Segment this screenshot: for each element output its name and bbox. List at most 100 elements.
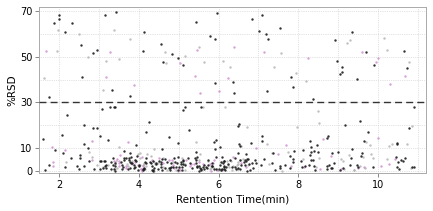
Point bbox=[143, 162, 150, 165]
Point bbox=[102, 164, 109, 168]
Point bbox=[410, 165, 417, 169]
Point bbox=[331, 38, 338, 42]
Point bbox=[212, 138, 219, 142]
Point bbox=[199, 165, 206, 168]
Point bbox=[121, 159, 128, 162]
Point bbox=[348, 156, 355, 160]
Point bbox=[137, 167, 144, 170]
Point bbox=[113, 160, 120, 163]
Point bbox=[315, 156, 322, 159]
Point bbox=[265, 37, 271, 41]
Point bbox=[329, 151, 336, 155]
Point bbox=[56, 13, 63, 16]
Point bbox=[215, 89, 222, 93]
Point bbox=[50, 22, 57, 25]
Point bbox=[282, 143, 289, 146]
Point bbox=[61, 165, 68, 168]
Point bbox=[408, 165, 415, 168]
Point bbox=[159, 157, 166, 160]
Point bbox=[346, 153, 352, 156]
Point bbox=[210, 167, 217, 170]
Point bbox=[310, 159, 317, 162]
Point bbox=[285, 150, 292, 153]
Point bbox=[174, 142, 181, 145]
Point bbox=[116, 165, 123, 168]
Point bbox=[221, 165, 228, 168]
Point bbox=[116, 58, 123, 61]
Point bbox=[174, 161, 181, 165]
Point bbox=[221, 105, 228, 109]
Point bbox=[217, 169, 224, 172]
Point bbox=[103, 163, 110, 167]
Point bbox=[193, 162, 200, 165]
Point bbox=[97, 168, 103, 171]
Point bbox=[161, 157, 168, 160]
Point bbox=[84, 55, 91, 58]
Point bbox=[301, 165, 308, 168]
Point bbox=[187, 162, 194, 165]
Point bbox=[170, 156, 177, 159]
Point bbox=[244, 125, 251, 128]
Point bbox=[242, 160, 249, 163]
Point bbox=[216, 146, 223, 149]
Point bbox=[323, 164, 330, 168]
Point bbox=[338, 168, 345, 171]
Point bbox=[224, 162, 231, 166]
Point bbox=[153, 163, 160, 166]
Point bbox=[303, 80, 310, 83]
Point bbox=[218, 160, 225, 164]
Point bbox=[290, 157, 297, 160]
Point bbox=[168, 53, 175, 56]
Point bbox=[131, 161, 138, 164]
Point bbox=[131, 165, 138, 169]
Point bbox=[168, 165, 174, 169]
Point bbox=[320, 137, 326, 140]
Point bbox=[354, 77, 361, 81]
Point bbox=[107, 50, 114, 53]
Point bbox=[228, 165, 235, 168]
Point bbox=[176, 168, 183, 172]
Point bbox=[224, 159, 231, 162]
Point bbox=[150, 168, 157, 171]
Point bbox=[182, 54, 189, 58]
Point bbox=[75, 32, 82, 35]
Point bbox=[160, 61, 167, 64]
Point bbox=[166, 135, 173, 138]
Point bbox=[248, 141, 255, 144]
Point bbox=[206, 163, 213, 166]
Point bbox=[200, 162, 207, 166]
Point bbox=[236, 142, 242, 146]
Point bbox=[126, 160, 133, 164]
Point bbox=[339, 70, 346, 73]
Point bbox=[238, 144, 245, 147]
Point bbox=[404, 143, 410, 146]
Point bbox=[197, 167, 204, 170]
Point bbox=[103, 59, 110, 62]
Point bbox=[243, 169, 250, 172]
Point bbox=[110, 164, 117, 167]
Point bbox=[393, 166, 400, 169]
Point bbox=[181, 169, 188, 172]
Point bbox=[111, 161, 118, 165]
Point bbox=[146, 160, 153, 164]
Point bbox=[191, 74, 198, 77]
Point bbox=[54, 49, 61, 52]
Point bbox=[160, 156, 167, 159]
Point bbox=[158, 166, 165, 169]
Point bbox=[107, 168, 114, 171]
Point bbox=[45, 95, 52, 99]
Point bbox=[212, 168, 219, 171]
Point bbox=[326, 164, 333, 167]
Point bbox=[300, 149, 307, 152]
Point bbox=[258, 14, 265, 17]
Point bbox=[169, 166, 176, 169]
Point bbox=[395, 167, 402, 170]
Point bbox=[206, 168, 213, 171]
Point bbox=[169, 160, 176, 164]
Point bbox=[406, 126, 413, 130]
Point bbox=[220, 60, 227, 63]
Point bbox=[182, 162, 189, 165]
Point bbox=[166, 166, 173, 170]
Point bbox=[212, 37, 219, 41]
Point bbox=[176, 167, 183, 170]
